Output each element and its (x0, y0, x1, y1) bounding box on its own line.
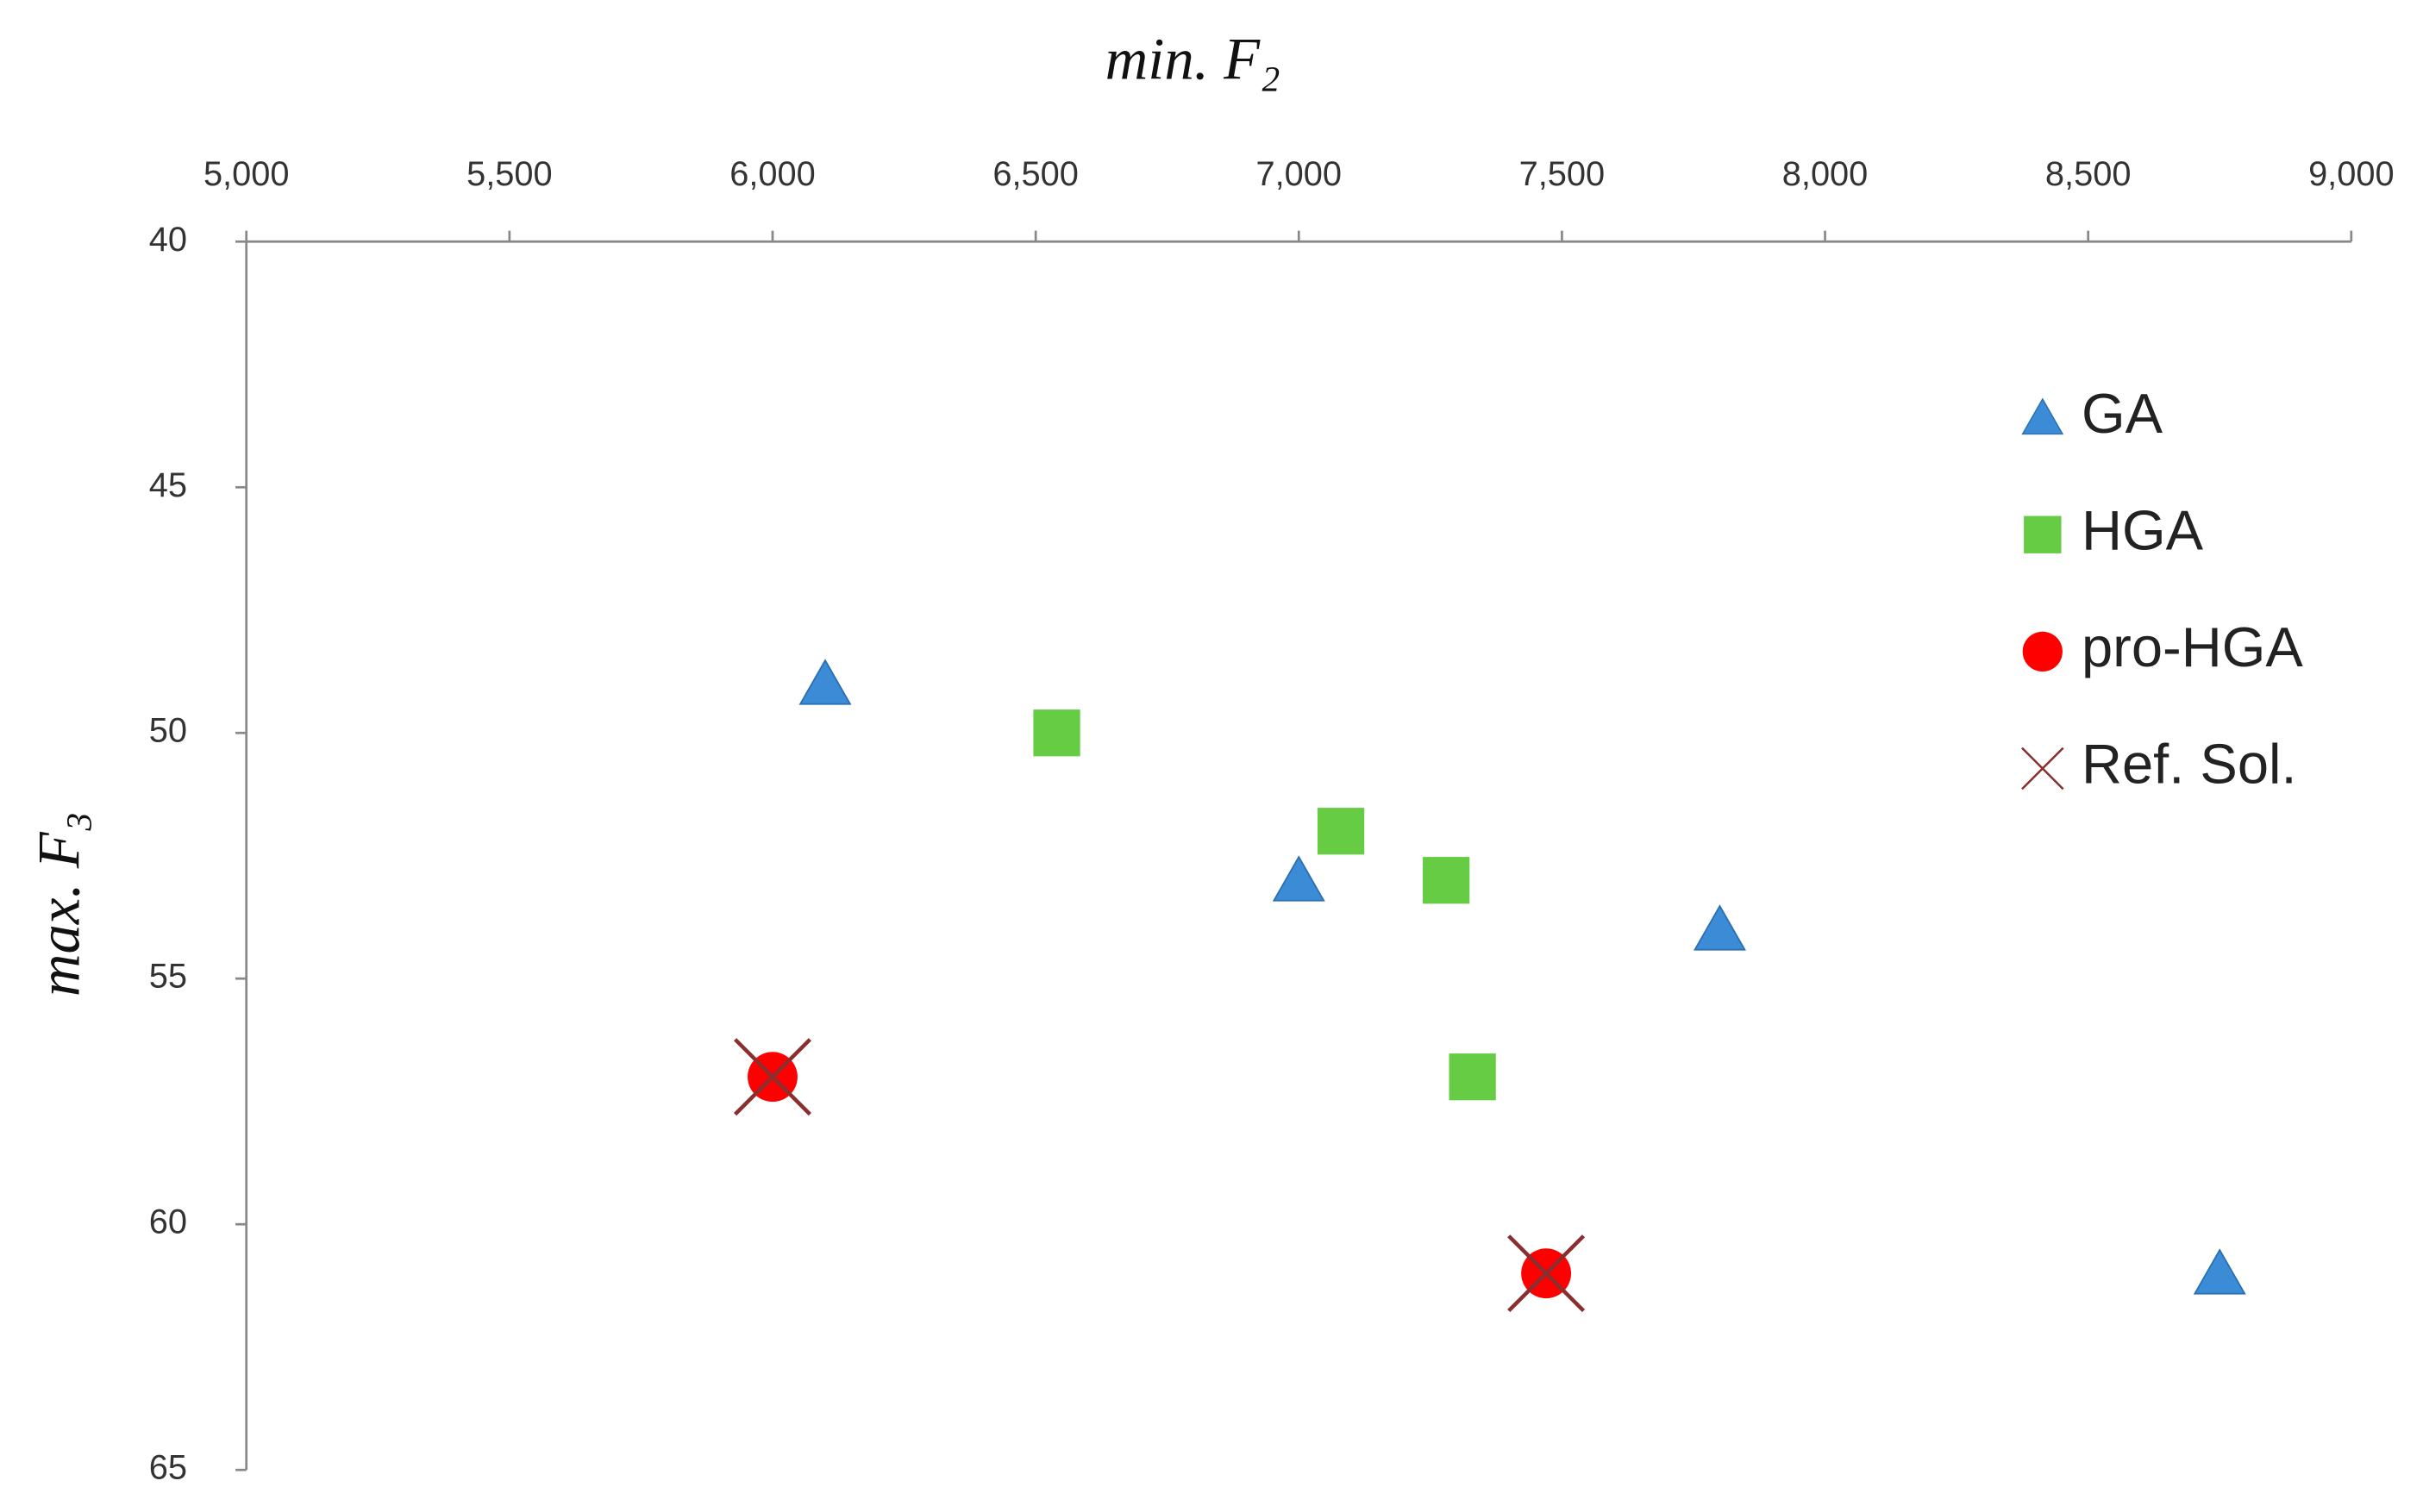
y-tick-label: 50 (149, 712, 187, 750)
x-tick-label: 5,000 (203, 155, 290, 193)
x-tick-label: 6,500 (992, 155, 1079, 193)
point (1449, 1053, 1496, 1101)
legend-marker-shape (2022, 631, 2063, 672)
legend-label: pro-HGA (2082, 615, 2303, 678)
y-tick-label: 55 (149, 958, 187, 996)
point (1317, 808, 1365, 855)
x-tick-label: 7,500 (1519, 155, 1606, 193)
x-tick-label: 5,500 (466, 155, 553, 193)
point (1693, 904, 1746, 951)
legend-label: GA (2082, 382, 2163, 445)
y-tick-label: 65 (149, 1449, 187, 1487)
x-tick-label: 7,000 (1256, 155, 1343, 193)
legend-label: HGA (2082, 498, 2204, 561)
point (2193, 1248, 2246, 1295)
x-tick-label: 6,000 (729, 155, 816, 193)
y-tick-label: 60 (149, 1203, 187, 1241)
point (733, 1038, 811, 1116)
legend-marker-shape (2024, 515, 2062, 553)
y-tick-label: 40 (149, 221, 187, 259)
y-axis-title: max. F₃ (27, 811, 92, 997)
y-tick-label: 45 (149, 466, 187, 504)
legend-marker (2021, 397, 2064, 435)
x-tick-label: 9,000 (2308, 155, 2395, 193)
point (1507, 1234, 1586, 1313)
point (1033, 709, 1080, 757)
legend-label: Ref. Sol. (2082, 733, 2297, 796)
point (1423, 857, 1470, 904)
legend-marker (2024, 515, 2062, 553)
legend-marker-shape (2021, 747, 2064, 790)
legend-marker (2021, 747, 2064, 790)
legend-marker-shape (2021, 397, 2064, 435)
point (798, 659, 852, 705)
x-tick-label: 8,000 (1782, 155, 1869, 193)
legend-marker (2022, 631, 2063, 672)
point (1272, 855, 1325, 902)
x-tick-label: 8,500 (2045, 155, 2132, 193)
x-axis-title: min. F₂ (1105, 27, 1280, 92)
